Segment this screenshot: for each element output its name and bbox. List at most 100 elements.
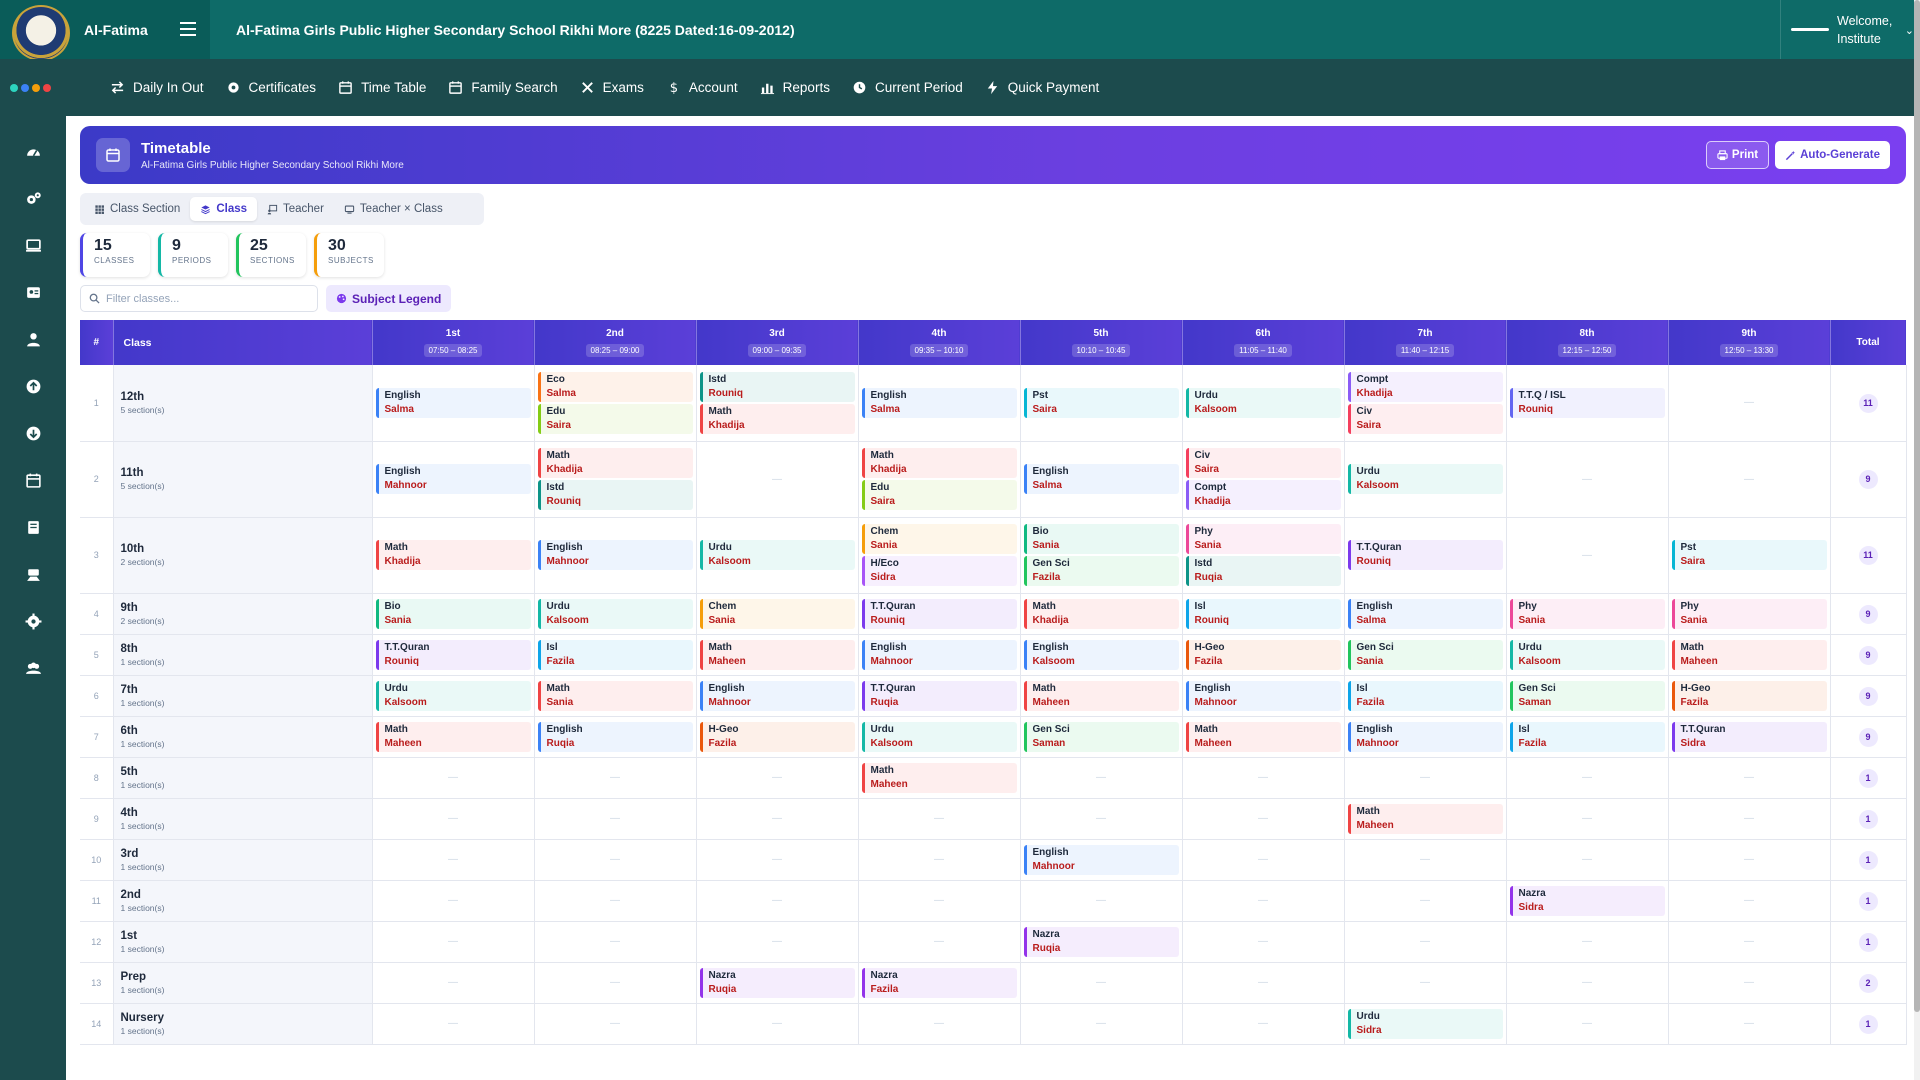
empty-slot[interactable]: —: [696, 880, 859, 922]
empty-slot[interactable]: —: [1344, 962, 1507, 1004]
lesson-chip[interactable]: T.T.Quran Rouniq: [375, 639, 531, 670]
sidebar-item-cog[interactable]: [0, 598, 66, 645]
empty-slot[interactable]: —: [696, 798, 859, 840]
sidebar-item-id-card[interactable]: [0, 269, 66, 316]
lesson-chip[interactable]: Math Maheen: [1023, 680, 1179, 711]
tab-class[interactable]: Class: [190, 197, 257, 221]
lesson-chip[interactable]: Phy Sania: [1509, 598, 1665, 629]
lesson-chip[interactable]: Phy Sania: [1185, 524, 1341, 554]
lesson-chip[interactable]: Isl Fazila: [1347, 680, 1503, 711]
empty-slot[interactable]: —: [1182, 1003, 1345, 1045]
empty-slot[interactable]: —: [1020, 798, 1183, 840]
page-scrollbar[interactable]: [1914, 0, 1920, 1080]
empty-slot[interactable]: —: [372, 839, 535, 881]
sidebar-item-dashboard[interactable]: [0, 128, 66, 175]
empty-slot[interactable]: —: [1182, 880, 1345, 922]
empty-slot[interactable]: —: [1182, 921, 1345, 963]
lesson-chip[interactable]: Civ Saira: [1185, 448, 1341, 478]
lesson-chip[interactable]: English Mahnoor: [699, 680, 855, 711]
nav-certificates[interactable]: Certificates: [226, 80, 316, 95]
tab-class-section[interactable]: Class Section: [84, 197, 190, 221]
empty-slot[interactable]: —: [372, 798, 535, 840]
empty-slot[interactable]: —: [696, 921, 859, 963]
empty-slot[interactable]: —: [1020, 962, 1183, 1004]
lesson-chip[interactable]: English Ruqia: [537, 721, 693, 752]
lesson-chip[interactable]: English Mahnoor: [375, 464, 531, 494]
empty-slot[interactable]: —: [1668, 757, 1831, 799]
nav-daily-in-out[interactable]: Daily In Out: [110, 80, 204, 95]
empty-slot[interactable]: —: [372, 1003, 535, 1045]
lesson-chip[interactable]: Isl Fazila: [1509, 721, 1665, 752]
empty-slot[interactable]: —: [1344, 880, 1507, 922]
empty-slot[interactable]: —: [858, 1003, 1021, 1045]
empty-slot[interactable]: —: [534, 880, 697, 922]
lesson-chip[interactable]: Compt Khadija: [1347, 371, 1503, 402]
empty-slot[interactable]: —: [372, 757, 535, 799]
tab-teacher[interactable]: Teacher: [257, 197, 334, 221]
empty-slot[interactable]: —: [534, 839, 697, 881]
nav-quick-payment[interactable]: Quick Payment: [985, 80, 1099, 95]
empty-slot[interactable]: —: [1668, 365, 1831, 442]
empty-slot[interactable]: —: [1506, 921, 1669, 963]
empty-slot[interactable]: —: [1182, 757, 1345, 799]
empty-slot[interactable]: —: [1506, 798, 1669, 840]
empty-slot[interactable]: —: [534, 798, 697, 840]
empty-slot[interactable]: —: [534, 962, 697, 1004]
empty-slot[interactable]: —: [1020, 1003, 1183, 1045]
empty-slot[interactable]: —: [1668, 880, 1831, 922]
lesson-chip[interactable]: Math Maheen: [699, 639, 855, 670]
lesson-chip[interactable]: Gen Sci Fazila: [1023, 556, 1179, 586]
lesson-chip[interactable]: Gen Sci Saman: [1023, 721, 1179, 752]
user-menu[interactable]: Welcome, Institute ⌄: [1780, 0, 1920, 59]
empty-slot[interactable]: —: [534, 921, 697, 963]
lesson-chip[interactable]: Civ Saira: [1347, 403, 1503, 434]
lesson-chip[interactable]: H-Geo Fazila: [699, 721, 855, 752]
lesson-chip[interactable]: T.T.Quran Sidra: [1671, 721, 1827, 752]
tab-teacher-class[interactable]: Teacher × Class: [334, 197, 453, 221]
sidebar-item-calendar[interactable]: [0, 457, 66, 504]
lesson-chip[interactable]: Urdu Kalsoom: [1347, 464, 1503, 494]
lesson-chip[interactable]: Gen Sci Saman: [1509, 680, 1665, 711]
lesson-chip[interactable]: Urdu Sidra: [1347, 1008, 1503, 1039]
nav-current-period[interactable]: Current Period: [852, 80, 963, 95]
empty-slot[interactable]: —: [1344, 921, 1507, 963]
lesson-chip[interactable]: Math Maheen: [1671, 639, 1827, 670]
empty-slot[interactable]: —: [858, 798, 1021, 840]
empty-slot[interactable]: —: [1020, 880, 1183, 922]
lesson-chip[interactable]: English Mahnoor: [1023, 844, 1179, 875]
lesson-chip[interactable]: T.T.Quran Ruqia: [861, 680, 1017, 711]
lesson-chip[interactable]: H-Geo Fazila: [1185, 639, 1341, 670]
lesson-chip[interactable]: Istd Rouniq: [699, 371, 855, 402]
lesson-chip[interactable]: Urdu Kalsoom: [1185, 387, 1341, 418]
lesson-chip[interactable]: Math Khadija: [1023, 598, 1179, 629]
sidebar-item-user[interactable]: [0, 316, 66, 363]
lesson-chip[interactable]: Edu Saira: [537, 403, 693, 434]
sidebar-item-hands[interactable]: [0, 551, 66, 598]
empty-slot[interactable]: —: [1182, 962, 1345, 1004]
lesson-chip[interactable]: Math Khadija: [699, 403, 855, 434]
lesson-chip[interactable]: Math Maheen: [1185, 721, 1341, 752]
lesson-chip[interactable]: T.T.Quran Rouniq: [861, 598, 1017, 629]
lesson-chip[interactable]: Phy Sania: [1671, 598, 1827, 629]
empty-slot[interactable]: —: [1182, 839, 1345, 881]
empty-slot[interactable]: —: [858, 921, 1021, 963]
sidebar-item-settings-group[interactable]: [0, 175, 66, 222]
lesson-chip[interactable]: Compt Khadija: [1185, 480, 1341, 510]
empty-slot[interactable]: —: [1506, 441, 1669, 518]
empty-slot[interactable]: —: [1506, 839, 1669, 881]
empty-slot[interactable]: —: [1506, 962, 1669, 1004]
print-button[interactable]: Print: [1705, 141, 1770, 169]
lesson-chip[interactable]: Nazra Ruqia: [1023, 926, 1179, 957]
filter-classes-input[interactable]: [106, 292, 306, 305]
lesson-chip[interactable]: Math Khadija: [375, 540, 531, 570]
empty-slot[interactable]: —: [696, 757, 859, 799]
empty-slot[interactable]: —: [372, 921, 535, 963]
empty-slot[interactable]: —: [372, 962, 535, 1004]
nav-exams[interactable]: Exams: [580, 80, 644, 95]
empty-slot[interactable]: —: [534, 757, 697, 799]
lesson-chip[interactable]: H/Eco Sidra: [861, 556, 1017, 586]
empty-slot[interactable]: —: [1668, 962, 1831, 1004]
empty-slot[interactable]: —: [858, 880, 1021, 922]
lesson-chip[interactable]: Math Khadija: [537, 448, 693, 478]
empty-slot[interactable]: —: [1506, 757, 1669, 799]
